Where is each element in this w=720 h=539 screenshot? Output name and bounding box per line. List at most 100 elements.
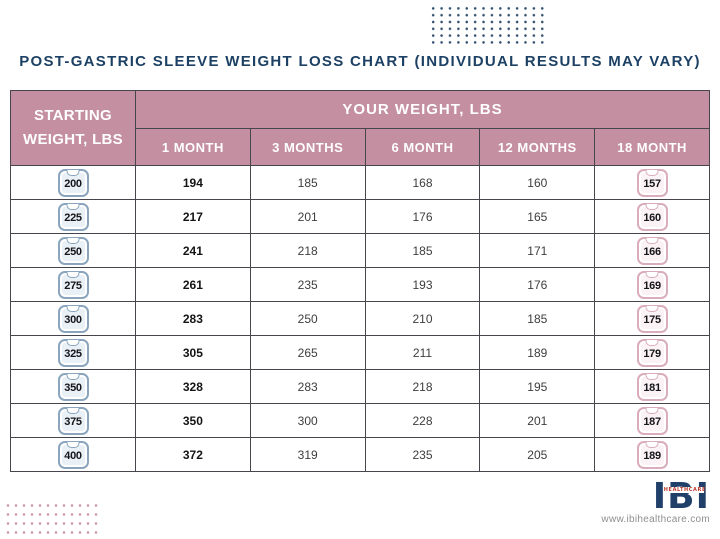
weight-cell: 372 [135,437,251,472]
scale-display-window [645,407,659,414]
pink-scale-icon: 187 [636,406,668,435]
weight-cell: 201 [479,403,596,438]
scale-display-window [645,373,659,380]
starting-weight-value: 325 [64,348,82,360]
scale-display-window [66,169,80,176]
weight-cell: 201 [249,199,366,234]
weight-cell: 218 [249,233,366,268]
starting-weight-value: 200 [64,178,82,190]
final-weight-cell: 175 [594,301,710,336]
table-row: 350 328 283 218 195 181 [10,369,710,404]
weight-cell: 210 [364,301,481,336]
weight-cell: 160 [479,165,596,200]
table-row: 325 305 265 211 189 179 [10,335,710,370]
blue-scale-icon: 375 [57,406,89,435]
starting-weight-cell: 400 [10,437,136,472]
weight-cell: 261 [135,267,251,302]
weight-cell: 241 [135,233,251,268]
pink-scale-icon: 166 [636,236,668,265]
weight-cell: 319 [249,437,366,472]
final-weight-value: 179 [643,348,661,360]
weight-cell: 211 [364,335,481,370]
weight-cell: 195 [479,369,596,404]
final-weight-cell: 179 [594,335,710,370]
weight-cell: 305 [135,335,251,370]
scale-display-window [66,203,80,210]
blue-scale-icon: 300 [57,304,89,333]
weight-cell: 283 [249,369,366,404]
corner-header-line1: STARTING [34,107,112,124]
column-header-18-month: 18 MONTH [594,128,710,166]
final-weight-cell: 169 [594,267,710,302]
starting-weight-value: 375 [64,416,82,428]
blue-scale-icon: 225 [57,202,89,231]
final-weight-cell: 157 [594,165,710,200]
weight-cell: 235 [249,267,366,302]
table-row: 225 217 201 176 165 160 [10,199,710,234]
scale-display-window [645,305,659,312]
weight-cell: 218 [364,369,481,404]
scale-display-window [66,305,80,312]
scale-display-window [66,407,80,414]
starting-weight-cell: 325 [10,335,136,370]
weight-cell: 176 [479,267,596,302]
weight-cell: 217 [135,199,251,234]
scale-display-window [645,339,659,346]
final-weight-value: 160 [643,212,661,224]
corner-header: STARTING WEIGHT, LBS [10,90,136,166]
weight-cell: 328 [135,369,251,404]
weight-cell: 300 [249,403,366,438]
blue-scale-icon: 200 [57,168,89,197]
table-header-row-months: 1 MONTH 3 MONTHS 6 MONTH 12 MONTHS 18 MO… [11,128,710,166]
blue-scale-icon: 250 [57,236,89,265]
weight-cell: 185 [479,301,596,336]
final-weight-value: 157 [643,178,661,190]
page-title: POST-GASTRIC SLEEVE WEIGHT LOSS CHART (I… [19,53,701,70]
blue-scale-icon: 275 [57,270,89,299]
final-weight-value: 187 [643,416,661,428]
weight-cell: 250 [249,301,366,336]
footer-logo: IBI HEALTHCARE www.ibihealthcare.com [601,479,710,526]
scale-display-window [66,237,80,244]
scale-display-window [645,271,659,278]
final-weight-value: 175 [643,314,661,326]
weight-cell: 189 [479,335,596,370]
weight-cell: 185 [364,233,481,268]
starting-weight-value: 350 [64,382,82,394]
blue-scale-icon: 325 [57,338,89,367]
weight-loss-table: STARTING WEIGHT, LBS YOUR WEIGHT, LBS 1 … [10,90,710,472]
weight-cell: 185 [249,165,366,200]
pink-scale-icon: 189 [636,440,668,469]
starting-weight-cell: 300 [10,301,136,336]
table-row: 400 372 319 235 205 189 [10,437,710,472]
pink-scale-icon: 179 [636,338,668,367]
final-weight-value: 181 [643,382,661,394]
starting-weight-value: 400 [64,450,82,462]
weight-cell: 228 [364,403,481,438]
scale-display-window [645,441,659,448]
starting-weight-value: 250 [64,246,82,258]
final-weight-cell: 160 [594,199,710,234]
weight-cell: 171 [479,233,596,268]
table-row: 375 350 300 228 201 187 [10,403,710,438]
starting-weight-value: 275 [64,280,82,292]
ibi-logo-healthcare-label: HEALTHCARE [663,486,706,493]
pink-scale-icon: 181 [636,372,668,401]
blue-scale-icon: 400 [57,440,89,469]
starting-weight-cell: 375 [10,403,136,438]
starting-weight-cell: 350 [10,369,136,404]
weight-cell: 165 [479,199,596,234]
table-row: 300 283 250 210 185 175 [10,301,710,336]
starting-weight-cell: 250 [10,233,136,268]
pink-scale-icon: 175 [636,304,668,333]
pink-scale-icon: 157 [636,168,668,197]
dot-grid-top-decoration [429,5,547,47]
weight-cell: 193 [364,267,481,302]
column-header-6-month: 6 MONTH [364,128,481,166]
ibi-logo: IBI HEALTHCARE [653,479,710,515]
ibi-logo-letters: IBI [652,476,710,517]
weight-cell: 194 [135,165,251,200]
weight-cell: 283 [135,301,251,336]
weight-cell: 265 [249,335,366,370]
final-weight-value: 169 [643,280,661,292]
